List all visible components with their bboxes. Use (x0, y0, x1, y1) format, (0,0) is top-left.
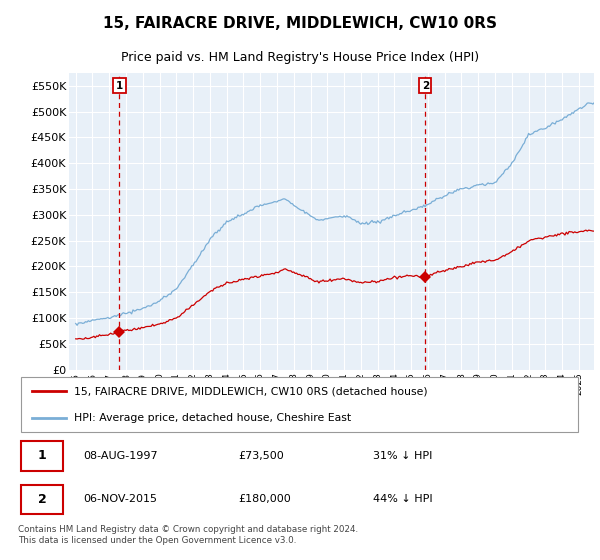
Text: 2: 2 (422, 81, 429, 91)
Text: 15, FAIRACRE DRIVE, MIDDLEWICH, CW10 0RS: 15, FAIRACRE DRIVE, MIDDLEWICH, CW10 0RS (103, 16, 497, 31)
Text: 06-NOV-2015: 06-NOV-2015 (83, 494, 157, 505)
FancyBboxPatch shape (21, 441, 63, 470)
Text: 08-AUG-1997: 08-AUG-1997 (83, 451, 157, 461)
Text: 2: 2 (38, 493, 46, 506)
Text: Contains HM Land Registry data © Crown copyright and database right 2024.
This d: Contains HM Land Registry data © Crown c… (18, 525, 358, 545)
FancyBboxPatch shape (21, 377, 578, 432)
Text: HPI: Average price, detached house, Cheshire East: HPI: Average price, detached house, Ches… (74, 413, 352, 423)
Text: £73,500: £73,500 (238, 451, 284, 461)
FancyBboxPatch shape (21, 484, 63, 514)
Text: 31% ↓ HPI: 31% ↓ HPI (373, 451, 433, 461)
Text: 1: 1 (116, 81, 123, 91)
Text: £180,000: £180,000 (238, 494, 291, 505)
Text: Price paid vs. HM Land Registry's House Price Index (HPI): Price paid vs. HM Land Registry's House … (121, 51, 479, 64)
Text: 1: 1 (38, 449, 46, 463)
Text: 15, FAIRACRE DRIVE, MIDDLEWICH, CW10 0RS (detached house): 15, FAIRACRE DRIVE, MIDDLEWICH, CW10 0RS… (74, 386, 428, 396)
Text: 44% ↓ HPI: 44% ↓ HPI (373, 494, 433, 505)
